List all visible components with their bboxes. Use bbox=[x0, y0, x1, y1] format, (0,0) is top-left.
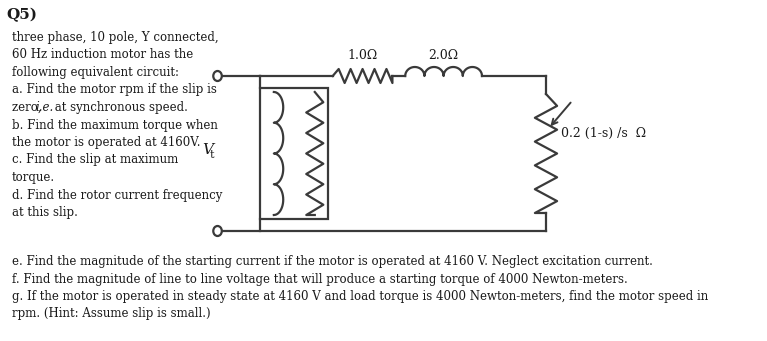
Text: e. Find the magnitude of the starting current if the motor is operated at 4160 V: e. Find the magnitude of the starting cu… bbox=[12, 255, 653, 268]
Circle shape bbox=[213, 71, 222, 81]
Text: following equivalent circuit:: following equivalent circuit: bbox=[12, 66, 179, 79]
Text: i.e.: i.e. bbox=[35, 101, 54, 114]
Text: 2.0Ω: 2.0Ω bbox=[429, 49, 459, 62]
Text: 60 Hz induction motor has the: 60 Hz induction motor has the bbox=[12, 48, 193, 61]
Text: three phase, 10 pole, Y connected,: three phase, 10 pole, Y connected, bbox=[12, 31, 219, 44]
Text: the motor is operated at 4160V.: the motor is operated at 4160V. bbox=[12, 136, 200, 149]
Text: b. Find the maximum torque when: b. Find the maximum torque when bbox=[12, 119, 218, 132]
Text: g. If the motor is operated in steady state at 4160 V and load torque is 4000 Ne: g. If the motor is operated in steady st… bbox=[12, 290, 708, 303]
Text: c. Find the slip at maximum: c. Find the slip at maximum bbox=[12, 153, 178, 166]
Text: t: t bbox=[210, 149, 214, 160]
Text: rpm. (Hint: Assume slip is small.): rpm. (Hint: Assume slip is small.) bbox=[12, 308, 211, 321]
Text: 1.0Ω: 1.0Ω bbox=[347, 49, 377, 62]
Text: torque.: torque. bbox=[12, 171, 55, 184]
Text: f. Find the magnitude of line to line voltage that will produce a starting torqu: f. Find the magnitude of line to line vo… bbox=[12, 272, 627, 285]
Text: zero,: zero, bbox=[12, 101, 45, 114]
Text: a. Find the motor rpm if the slip is: a. Find the motor rpm if the slip is bbox=[12, 84, 217, 97]
Circle shape bbox=[213, 226, 222, 236]
Bar bbox=[260, 88, 328, 219]
Text: at this slip.: at this slip. bbox=[12, 206, 77, 219]
Text: d. Find the rotor current frequency: d. Find the rotor current frequency bbox=[12, 189, 222, 202]
Text: Q5): Q5) bbox=[7, 8, 38, 22]
Text: 0.2 (1-s) /s  Ω: 0.2 (1-s) /s Ω bbox=[561, 127, 647, 140]
Text: V: V bbox=[202, 143, 213, 157]
Text: at synchronous speed.: at synchronous speed. bbox=[51, 101, 187, 114]
